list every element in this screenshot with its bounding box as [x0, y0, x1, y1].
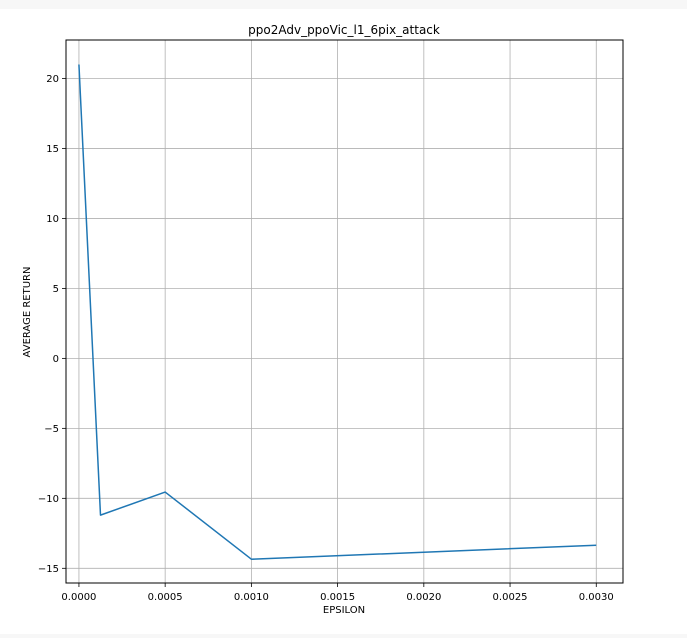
x-tick-label: 0.0015	[320, 592, 355, 603]
y-tick-label: 10	[46, 214, 59, 225]
x-tick-label: 0.0020	[406, 592, 441, 603]
x-tick-label: 0.0000	[61, 592, 96, 603]
y-tick-label: −10	[38, 494, 59, 505]
y-tick-label: 0	[53, 354, 59, 365]
series-layer	[78, 64, 597, 560]
series-line	[78, 64, 597, 560]
x-tick-label: 0.0005	[148, 592, 183, 603]
chart-title: ppo2Adv_ppoVic_l1_6pix_attack	[248, 23, 440, 37]
plot-frame	[65, 39, 624, 584]
plot-area	[66, 40, 623, 583]
window-bottom-strip	[0, 634, 687, 638]
y-tick-label: 5	[53, 284, 59, 295]
y-tick-label: 20	[46, 74, 59, 85]
y-tick-label: 15	[46, 144, 59, 155]
window-top-strip	[0, 0, 687, 9]
tick-layer: 0.0000 0.0005 0.0010 0.0015 0.0020 0.0025 0.00…	[38, 74, 614, 603]
x-tick-label: 0.0010	[234, 592, 269, 603]
y-tick-label: −5	[44, 424, 59, 435]
x-tick-label: 0.0030	[579, 592, 614, 603]
y-tick-label: −15	[38, 564, 59, 575]
x-axis-label: EPSILON	[323, 605, 365, 616]
x-tick-label: 0.0025	[493, 592, 528, 603]
y-axis-label: AVERAGE RETURN	[22, 267, 33, 358]
grid-layer	[66, 40, 623, 583]
